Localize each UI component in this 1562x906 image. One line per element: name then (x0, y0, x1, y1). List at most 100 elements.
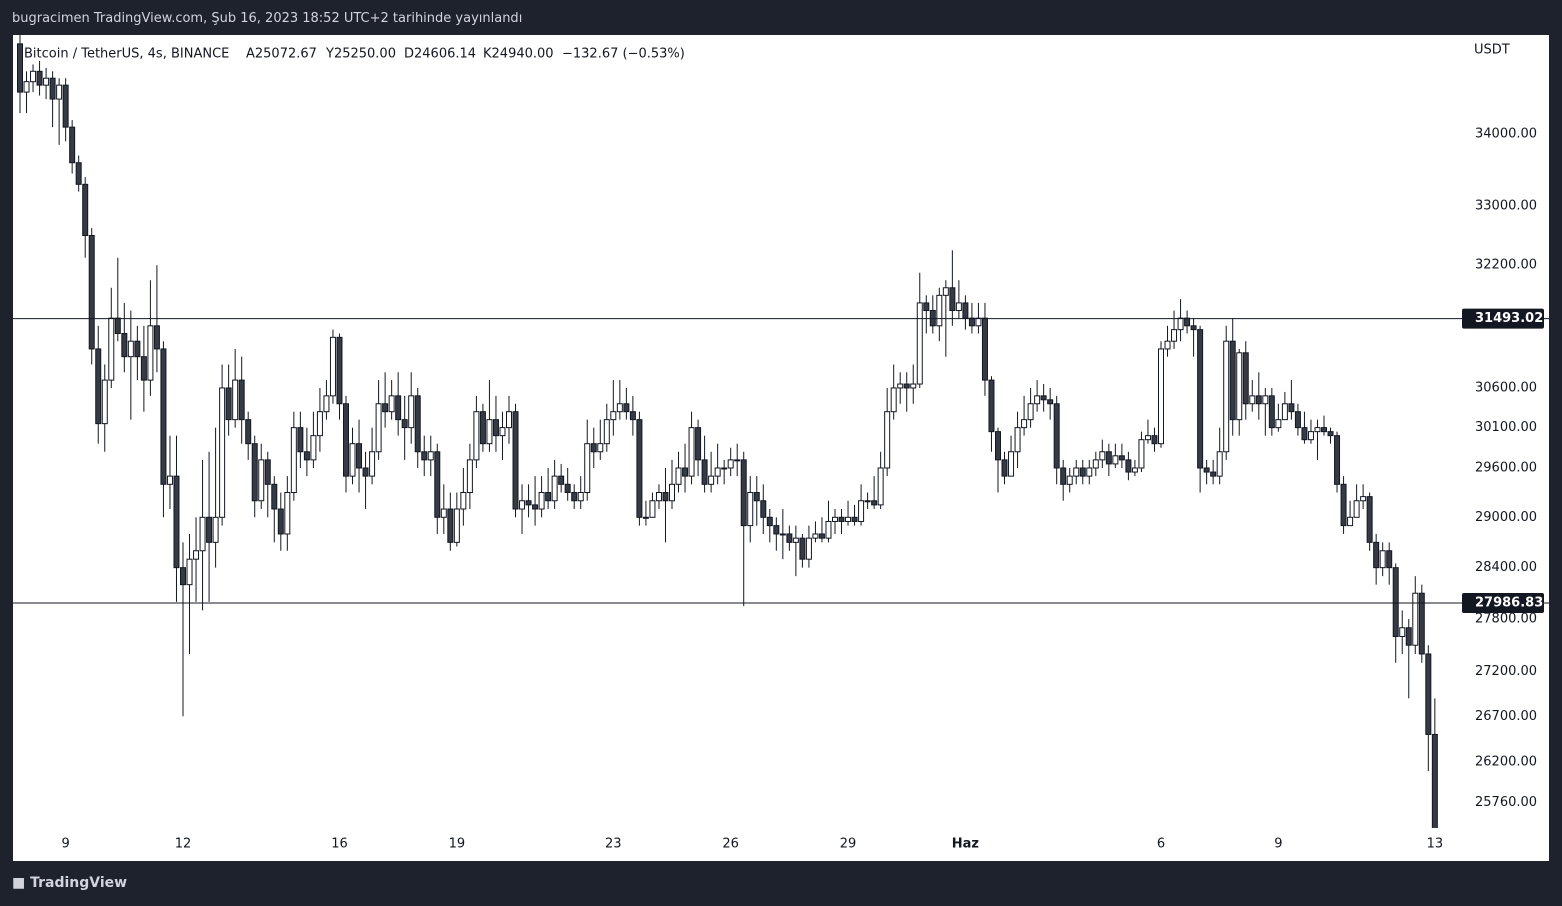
candle-body (401, 419, 408, 429)
candle-body (225, 387, 232, 421)
candle-body (1079, 467, 1086, 477)
candle-body (519, 500, 526, 510)
candle-body (114, 317, 121, 334)
candle-body (1353, 500, 1360, 518)
candle-body (1158, 348, 1164, 445)
candle-body (629, 411, 636, 421)
candle-body (577, 492, 584, 502)
candle-body (1236, 352, 1243, 421)
x-tick-label: 9 (1274, 837, 1282, 852)
candle-body (69, 126, 76, 164)
candle-body (682, 467, 689, 477)
publish-note: bugracimen TradingView.com, Şub 16, 2023… (12, 11, 523, 26)
candle-body (1412, 592, 1419, 646)
candle-body (147, 325, 154, 381)
candle-body (1171, 329, 1178, 342)
price-label: 27986.83 (1475, 595, 1543, 610)
candle-body (753, 492, 760, 502)
candle-body (799, 537, 806, 560)
candle-body (623, 403, 630, 413)
candle-body (825, 520, 832, 539)
candle-body (1099, 451, 1106, 461)
x-tick-label: 13 (1427, 837, 1444, 852)
candle-body (369, 451, 376, 477)
candle-body (1262, 395, 1269, 405)
candle-body (23, 81, 30, 93)
y-tick-label: 32200.00 (1475, 258, 1537, 273)
candle-body (447, 508, 454, 543)
candle-body (649, 500, 656, 518)
candle-body (1321, 427, 1327, 433)
candle-body (127, 340, 134, 358)
candle-body (238, 379, 245, 421)
candle-body (271, 483, 278, 510)
candle-body (362, 467, 369, 477)
candle-body (1425, 653, 1432, 735)
candle-body (173, 475, 180, 569)
candle-body (597, 443, 604, 453)
candle-body (434, 451, 441, 518)
candle-body (336, 336, 343, 405)
candle-body (838, 516, 845, 522)
x-tick-label: Haz (952, 837, 979, 852)
candle-body (440, 508, 447, 518)
low-value: D24606.14 (404, 47, 476, 62)
candle-body (1144, 435, 1151, 441)
candle-body (17, 43, 23, 93)
candle-body (1327, 431, 1334, 437)
candle-body (88, 234, 95, 350)
candle-body (206, 516, 213, 543)
candle-body (721, 467, 728, 470)
candle-body (773, 525, 780, 535)
candle-body (1184, 317, 1191, 327)
brand-name: TradingView (30, 875, 128, 891)
candle-body (995, 431, 1001, 461)
candle-body (786, 533, 793, 543)
candle-body (584, 443, 591, 494)
candle-body (134, 340, 141, 358)
candle-body (62, 84, 69, 128)
high-value: Y25250.00 (325, 47, 396, 62)
candle-body (1223, 340, 1230, 453)
candle-body (421, 451, 428, 461)
candle-body (545, 492, 552, 502)
candle-body (1431, 733, 1438, 828)
candle-body (473, 411, 480, 461)
price-label: 31493.02 (1475, 311, 1543, 326)
candle-body (734, 459, 741, 462)
x-tick-label: 12 (175, 837, 192, 852)
candle-body (832, 516, 838, 522)
candle-body (1073, 467, 1080, 477)
candle-body (538, 492, 545, 510)
candle-body (1053, 403, 1060, 469)
candle-body (1021, 419, 1028, 429)
candle-body (890, 387, 897, 413)
candle-body (532, 504, 539, 510)
candle-body (219, 387, 226, 518)
y-tick-label: 30100.00 (1475, 420, 1537, 435)
candle-body (101, 379, 108, 425)
candle-body (186, 558, 193, 586)
candle-body (1405, 627, 1412, 646)
candle-body (49, 77, 56, 100)
close-value: K24940.00 (483, 47, 554, 62)
candle-body (1151, 435, 1158, 445)
candle-body (43, 77, 50, 86)
y-tick-label: 26200.00 (1475, 754, 1537, 769)
price-label-box (1462, 308, 1544, 329)
candle-body (388, 395, 395, 413)
candle-body (479, 411, 486, 445)
candle-body (942, 287, 949, 296)
candle-body (166, 475, 173, 485)
candle-body (193, 550, 200, 560)
candle-body (962, 302, 969, 319)
candle-body (245, 419, 252, 445)
candle-body (460, 492, 467, 510)
candle-body (1040, 395, 1047, 401)
candle-body (616, 403, 623, 413)
candle-body (1131, 467, 1138, 473)
candle-body (695, 427, 702, 461)
candle-body (1255, 395, 1262, 405)
candle-body (818, 533, 825, 539)
